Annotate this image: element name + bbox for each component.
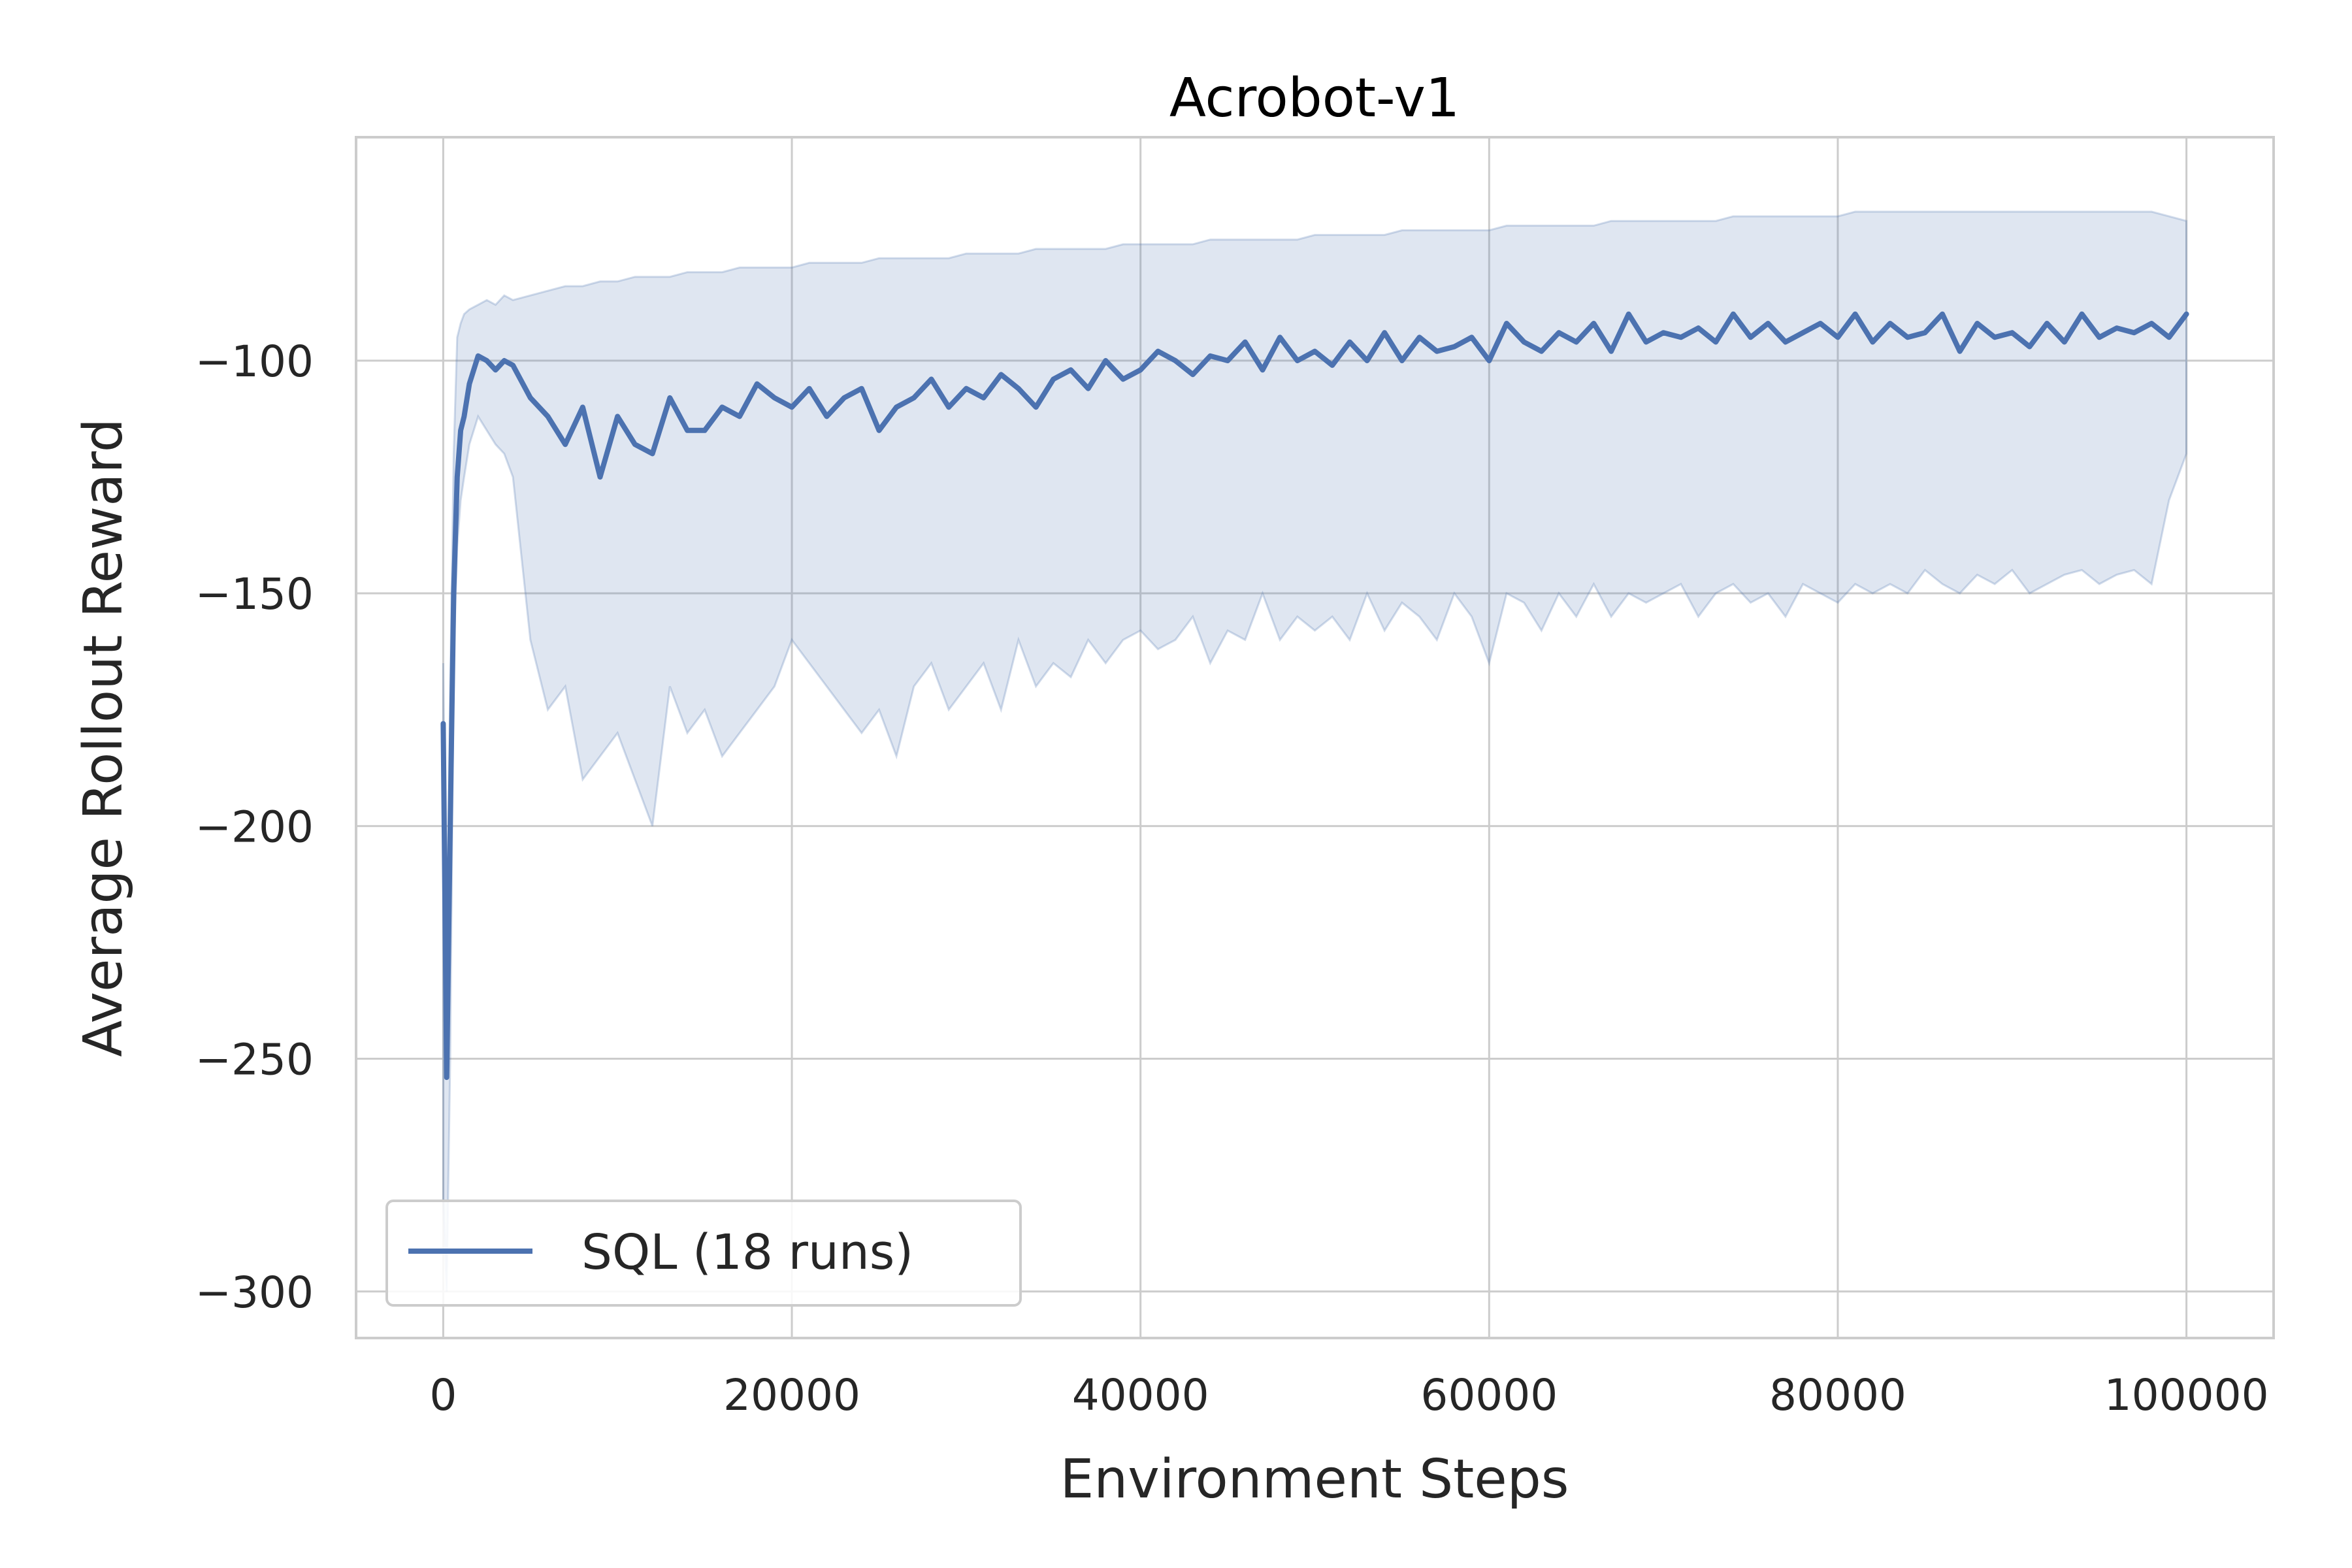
series-band-sql [442, 210, 2188, 1292]
chart-title: Acrobot-v1 [1169, 67, 1460, 129]
x-tick-label: 60000 [1420, 1370, 1558, 1420]
y-tick-label: −150 [195, 569, 314, 619]
x-axis-label: Environment Steps [1060, 1448, 1569, 1511]
series-line-sql [440, 311, 2189, 1081]
x-axis-ticks: 0 20000 40000 60000 80000 100000 [429, 1370, 2268, 1420]
y-tick-label: −100 [195, 336, 314, 387]
y-tick-label: −250 [195, 1035, 314, 1085]
plot-frame [355, 136, 2275, 1339]
legend: SQL (18 runs) [385, 1200, 1022, 1307]
y-tick-label: −300 [195, 1267, 314, 1318]
y-axis-ticks: −300 −250 −200 −150 −100 [195, 336, 314, 1318]
y-tick-label: −200 [195, 802, 314, 852]
y-axis-label: Average Rollout Reward [73, 418, 135, 1057]
legend-box [385, 1200, 1022, 1307]
x-tick-label: 40000 [1072, 1370, 1209, 1420]
legend-label: SQL (18 runs) [581, 1224, 913, 1281]
confidence-band [442, 210, 2188, 1292]
x-tick-label: 80000 [1769, 1370, 1906, 1420]
x-tick-label: 0 [429, 1370, 457, 1420]
x-tick-label: 100000 [2104, 1370, 2269, 1420]
grid [356, 137, 2274, 1338]
x-tick-label: 20000 [723, 1370, 860, 1420]
series-lines [440, 311, 2189, 1081]
